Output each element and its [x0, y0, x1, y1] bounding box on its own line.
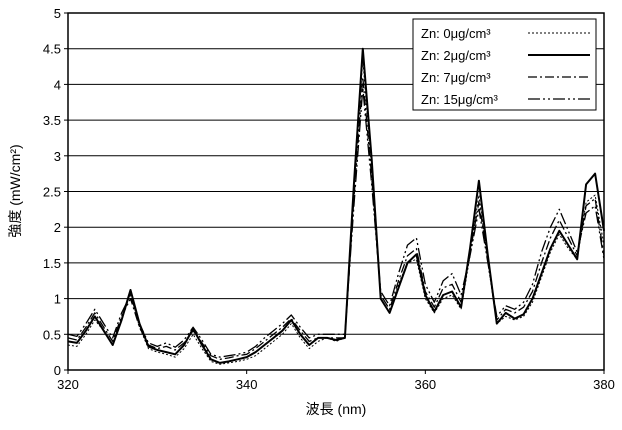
legend-items: Zn: 0μg/cm³ Zn: 2μg/cm³ Zn: 7μg/cm³ Zn: 15μ… [421, 26, 590, 107]
x-tick-label-0: 320 [57, 377, 79, 392]
y-tick-label-5: 2.5 [43, 185, 61, 200]
y-tick-label-2: 1 [54, 292, 61, 307]
series-line-1 [67, 47, 605, 364]
legend: Zn: 0μg/cm³ Zn: 2μg/cm³ Zn: 7μg/cm³ Zn: 15μ… [412, 18, 597, 111]
y-tick-label-9: 4.5 [43, 42, 61, 57]
y-axis-label: 強度 (mW/cm²) [7, 144, 23, 237]
y-tick-label-3: 1.5 [43, 256, 61, 271]
legend-label-0: Zn: 0μg/cm³ [421, 26, 491, 41]
y-tick-label-6: 3 [54, 149, 61, 164]
y-tick-label-4: 2 [54, 220, 61, 235]
y-tick-label-7: 3.5 [43, 113, 61, 128]
series-layer [67, 47, 605, 365]
legend-label-2: Zn: 7μg/cm³ [421, 70, 491, 85]
legend-label-3: Zn: 15μg/cm³ [421, 92, 499, 107]
series-line-3 [67, 87, 605, 358]
x-axis-label: 波長 (nm) [306, 401, 367, 417]
y-tick-label-10: 5 [54, 6, 61, 21]
x-tick-label-2: 360 [414, 377, 436, 392]
y-tick-label-0: 0 [54, 363, 61, 378]
grid-layer [68, 48, 604, 335]
legend-label-1: Zn: 2μg/cm³ [421, 48, 491, 63]
y-tick-label-1: 0.5 [43, 327, 61, 342]
x-tick-label-3: 380 [593, 377, 615, 392]
tick-layer: 0 0.5 1 1.5 2 2.5 3 3.5 4 4.5 5 320 340 360 380 [43, 6, 615, 392]
series-line-2 [67, 76, 605, 360]
legend-box [412, 18, 597, 111]
y-tick-label-8: 4 [54, 77, 61, 92]
x-tick-label-1: 340 [236, 377, 258, 392]
